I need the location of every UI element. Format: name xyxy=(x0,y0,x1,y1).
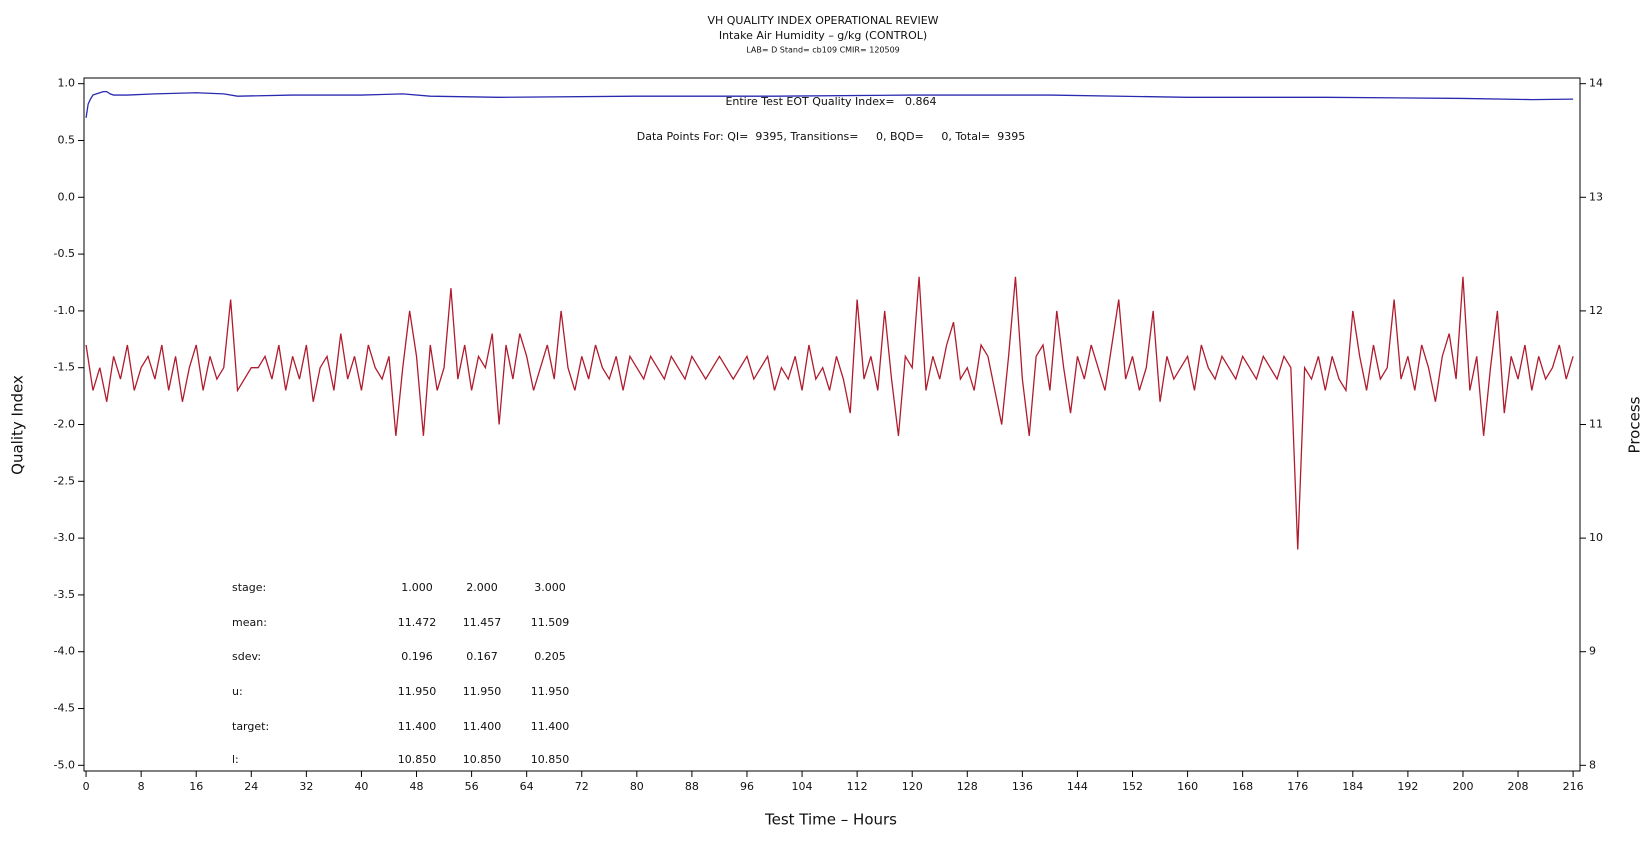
y-tick-label: -0.5 xyxy=(54,247,75,260)
stats-label: sdev: xyxy=(232,650,261,663)
data-line xyxy=(85,276,1574,550)
y-tick-label: 0.5 xyxy=(58,133,76,146)
chart-title: VH QUALITY INDEX OPERATIONAL REVIEW xyxy=(707,14,938,27)
y-tick-label: -2.0 xyxy=(54,418,75,431)
stats-value: 0.167 xyxy=(466,650,498,663)
x-tick-label: 192 xyxy=(1397,780,1418,793)
x-tick-label: 80 xyxy=(630,780,644,793)
x-tick-label: 64 xyxy=(520,780,534,793)
y2-tick-label: 8 xyxy=(1589,758,1596,771)
annotation: Data Points For: QI= 9395, Transitions= … xyxy=(637,130,1025,143)
stats-value: 11.400 xyxy=(531,720,570,733)
stats-value: 11.950 xyxy=(463,685,502,698)
x-tick-label: 96 xyxy=(740,780,754,793)
stats-value: 10.850 xyxy=(531,753,570,766)
x-tick-label: 56 xyxy=(465,780,479,793)
chart-subsubtitle: LAB= D Stand= cb109 CMIR= 120509 xyxy=(746,46,900,55)
y-tick-label: -1.0 xyxy=(54,304,75,317)
y-tick-label: -1.5 xyxy=(54,361,75,374)
x-tick-label: 144 xyxy=(1067,780,1088,793)
x-tick-label: 8 xyxy=(138,780,145,793)
stats-label: target: xyxy=(232,720,269,733)
stats-value: 10.850 xyxy=(398,753,437,766)
stats-value: 1.000 xyxy=(401,581,433,594)
y-tick-label: -4.0 xyxy=(54,645,75,658)
x-tick-label: 40 xyxy=(354,780,368,793)
y2-tick-label: 11 xyxy=(1589,418,1603,431)
x-axis-label: Test Time – Hours xyxy=(764,811,897,829)
y2-axis-label: Process xyxy=(1626,396,1644,453)
x-tick-label: 48 xyxy=(410,780,424,793)
x-tick-label: 160 xyxy=(1177,780,1198,793)
x-tick-label: 120 xyxy=(902,780,923,793)
stats-label: mean: xyxy=(232,616,267,629)
chart-subtitle: Intake Air Humidity – g/kg (CONTROL) xyxy=(719,29,927,42)
y-tick-label: -2.5 xyxy=(54,474,75,487)
stats-value: 2.000 xyxy=(466,581,498,594)
stats-value: 11.472 xyxy=(398,616,437,629)
stats-value: 11.950 xyxy=(531,685,570,698)
stats-value: 11.400 xyxy=(398,720,437,733)
stats-label: stage: xyxy=(232,581,266,594)
y2-tick-label: 10 xyxy=(1589,531,1603,544)
stats-label: l: xyxy=(232,753,239,766)
y-tick-label: 1.0 xyxy=(58,77,76,90)
y2-tick-label: 12 xyxy=(1589,304,1603,317)
x-tick-label: 88 xyxy=(685,780,699,793)
x-tick-label: 208 xyxy=(1508,780,1529,793)
stats-value: 3.000 xyxy=(534,581,566,594)
stats-value: 11.509 xyxy=(531,616,570,629)
data-line xyxy=(85,90,1574,118)
y-tick-label: -3.5 xyxy=(54,588,75,601)
plot-frame xyxy=(83,77,1581,772)
x-tick-label: 32 xyxy=(299,780,313,793)
x-tick-label: 0 xyxy=(83,780,90,793)
y-axis-label: Quality Index xyxy=(9,375,27,475)
x-tick-label: 200 xyxy=(1452,780,1473,793)
x-tick-label: 112 xyxy=(847,780,868,793)
stats-value: 11.400 xyxy=(463,720,502,733)
y-tick-label: -3.0 xyxy=(54,531,75,544)
x-tick-label: 128 xyxy=(957,780,978,793)
annotation: Entire Test EOT Quality Index= 0.864 xyxy=(725,95,936,108)
x-tick-label: 136 xyxy=(1012,780,1033,793)
x-tick-label: 16 xyxy=(189,780,203,793)
stats-label: u: xyxy=(232,685,243,698)
x-tick-label: 152 xyxy=(1122,780,1143,793)
y-tick-label: -4.5 xyxy=(54,702,75,715)
x-tick-label: 24 xyxy=(244,780,258,793)
y-tick-label: 0.0 xyxy=(58,190,76,203)
stats-value: 11.457 xyxy=(463,616,502,629)
stats-value: 11.950 xyxy=(398,685,437,698)
stats-value: 0.196 xyxy=(401,650,433,663)
stats-value: 10.850 xyxy=(463,753,502,766)
x-tick-label: 168 xyxy=(1232,780,1253,793)
stats-value: 0.205 xyxy=(534,650,566,663)
y-tick-label: -5.0 xyxy=(54,758,75,771)
x-tick-label: 72 xyxy=(575,780,589,793)
y2-tick-label: 13 xyxy=(1589,190,1603,203)
x-tick-label: 176 xyxy=(1287,780,1308,793)
y2-tick-label: 14 xyxy=(1589,77,1603,90)
x-tick-label: 104 xyxy=(792,780,813,793)
y2-tick-label: 9 xyxy=(1589,645,1596,658)
x-tick-label: 184 xyxy=(1342,780,1363,793)
x-tick-label: 216 xyxy=(1563,780,1584,793)
